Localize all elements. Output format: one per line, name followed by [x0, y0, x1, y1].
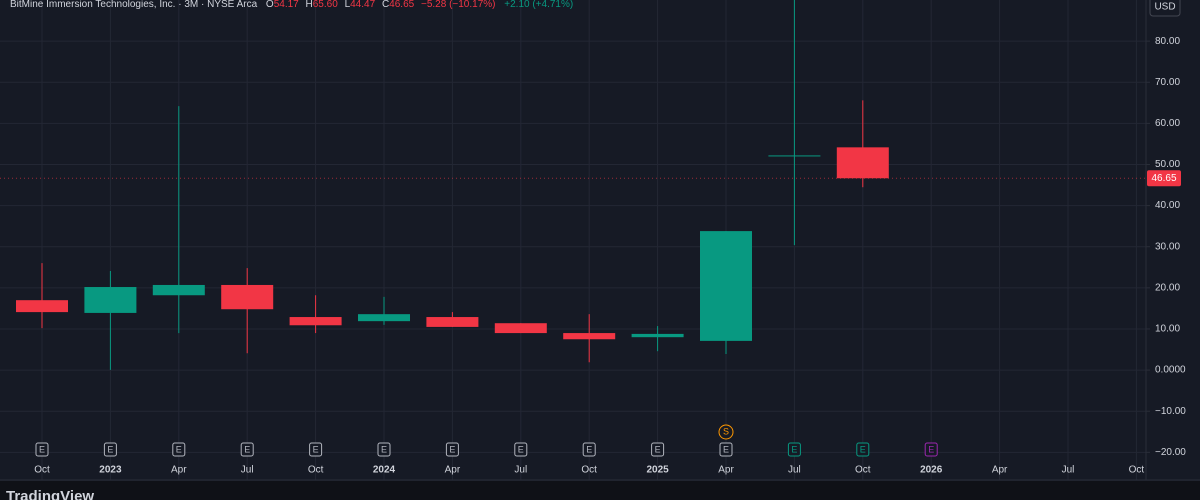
legend-open-label: O	[266, 0, 274, 10]
x-tick-label: 2026	[920, 465, 943, 476]
last-price-label: 46.65	[1151, 173, 1176, 184]
currency-box[interactable]	[1149, 0, 1181, 17]
y-tick-label: 80.00	[1155, 36, 1180, 47]
x-tick-label: Oct	[581, 465, 597, 476]
legend: BitMine Immersion Technologies, Inc. · 3…	[10, 0, 573, 10]
candle-body	[16, 300, 68, 313]
x-tick-label: 2025	[646, 465, 669, 476]
legend-open: 54.17	[274, 0, 299, 10]
y-tick-label: −10.00	[1155, 406, 1186, 417]
legend-high: 65.60	[313, 0, 338, 10]
x-tick-label: Apr	[171, 465, 187, 476]
dividend-marker	[718, 424, 734, 440]
event-marker[interactable]	[924, 442, 938, 457]
x-tick-label: Oct	[1129, 465, 1145, 476]
y-tick-label: 0.0000	[1155, 365, 1186, 376]
legend-high-label: H	[306, 0, 313, 10]
event-marker[interactable]	[240, 442, 254, 457]
x-tick-label: Jul	[514, 465, 527, 476]
event-marker[interactable]	[309, 442, 323, 457]
event-label: E	[655, 444, 661, 454]
x-tick-label: Apr	[445, 465, 461, 476]
plot	[0, 0, 1146, 370]
event-label: E	[449, 444, 455, 454]
x-tick-label: Jul	[1062, 465, 1075, 476]
x-tick-label: Apr	[992, 465, 1008, 476]
event-label: E	[860, 444, 866, 454]
candle-body	[152, 284, 205, 296]
event-label: E	[928, 444, 934, 454]
y-tick-label: 60.00	[1155, 118, 1180, 129]
candle-body	[836, 147, 889, 179]
x-tick-label: 2024	[373, 465, 396, 476]
event-label: E	[723, 444, 729, 454]
currency[interactable]: USD	[1154, 2, 1175, 13]
candle-body	[700, 231, 752, 341]
x-tick-label: Apr	[718, 465, 734, 476]
y-tick-label: 20.00	[1155, 282, 1180, 293]
legend-close-label: C	[382, 0, 389, 10]
y-tick-label: 10.00	[1155, 324, 1180, 335]
x-tick-label: Oct	[34, 465, 50, 476]
event-label: E	[381, 444, 387, 454]
legend-line: BitMine Immersion Technologies, Inc. · 3…	[10, 0, 573, 10]
legend-change: −5.28 (−10.17%)	[421, 0, 496, 10]
y-tick-label: 50.00	[1155, 159, 1180, 170]
event-marker[interactable]	[514, 442, 528, 457]
x-tick-label: Oct	[308, 465, 324, 476]
event-label: E	[107, 444, 113, 454]
legend-low: 44.47	[350, 0, 375, 10]
event-marker[interactable]	[172, 442, 186, 457]
event-marker[interactable]	[103, 442, 117, 457]
x-tick-label: Jul	[788, 465, 801, 476]
candle-body	[221, 284, 274, 310]
footer	[0, 481, 1200, 500]
event-marker[interactable]	[445, 442, 459, 457]
y-tick-label: 70.00	[1155, 77, 1180, 88]
event-marker[interactable]	[582, 442, 596, 457]
event-label: E	[39, 444, 45, 454]
event-label: E	[313, 444, 319, 454]
x-tick-label: Oct	[855, 465, 871, 476]
y-tick-label: 30.00	[1155, 241, 1180, 252]
candle-body	[768, 155, 821, 157]
event-marker[interactable]	[651, 442, 665, 457]
candle-body	[358, 314, 410, 322]
legend-close: 46.65	[389, 0, 414, 10]
watermark: TradingView	[6, 488, 94, 500]
event-label: E	[176, 444, 182, 454]
legend-low-label: L	[345, 0, 351, 10]
y-tick-label: 40.00	[1155, 200, 1180, 211]
candle-body	[494, 323, 547, 334]
x-tick-label: 2023	[99, 465, 122, 476]
candle-body	[426, 317, 479, 327]
event-marker[interactable]	[377, 442, 391, 457]
event-marker[interactable]	[35, 442, 49, 457]
event-label: E	[518, 444, 524, 454]
candle-body	[84, 287, 137, 313]
event-marker[interactable]	[787, 442, 801, 457]
x-tick-label: Jul	[241, 465, 254, 476]
candle-body	[289, 317, 342, 326]
event-label: E	[791, 444, 797, 454]
last-price-tag	[1147, 170, 1181, 187]
event-marker[interactable]	[719, 442, 733, 457]
event-marker[interactable]	[856, 442, 870, 457]
legend-name: BitMine Immersion Technologies, Inc. · 3…	[10, 0, 258, 10]
event-label: E	[586, 444, 592, 454]
legend-after-hours: +2.10 (+4.71%)	[504, 0, 573, 10]
y-tick-label: −20.00	[1155, 447, 1186, 458]
candle-body	[563, 333, 616, 340]
candle-body	[631, 333, 684, 338]
dividend-label: S	[723, 426, 729, 436]
event-label: E	[244, 444, 250, 454]
